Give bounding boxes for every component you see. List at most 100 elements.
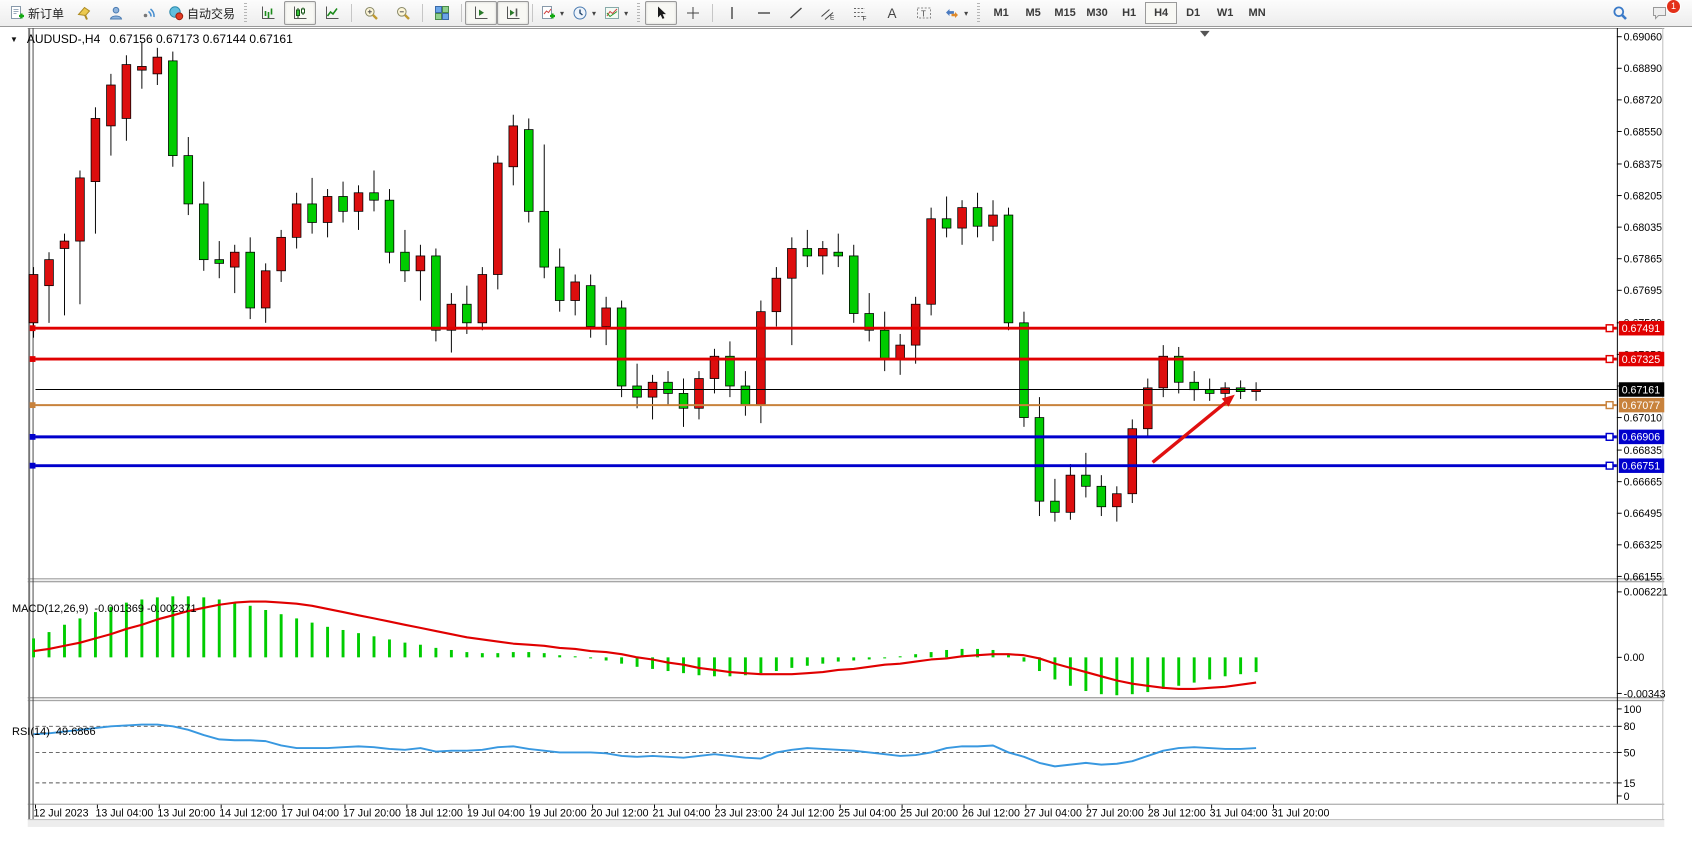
candlestick-chart-button[interactable]	[284, 1, 317, 25]
svg-text:E: E	[830, 15, 835, 22]
candle	[400, 251, 410, 272]
price-label-box	[1618, 458, 1665, 473]
zoom-out-button[interactable]	[387, 1, 419, 25]
toolbar-separator	[712, 4, 714, 22]
toolbar-drag-handle	[244, 3, 248, 23]
candle	[44, 259, 54, 287]
vertical-line-button[interactable]	[716, 1, 748, 25]
macd-bar	[1223, 657, 1227, 677]
candle	[818, 248, 828, 257]
macd-bar	[651, 657, 655, 669]
line-anchor[interactable]	[29, 433, 36, 440]
line-anchor[interactable]	[29, 325, 36, 332]
macd-bar	[326, 626, 330, 658]
auto-scroll-button[interactable]	[465, 1, 498, 25]
zoom-in-button[interactable]	[355, 1, 387, 25]
toolbar: 新订单 自动交易 ▾ ▾ ▾ E F A T ▾ M1 M5 M15 M30 H1 H4 D1 W1 MN 1	[0, 0, 1692, 27]
search-button[interactable]	[1604, 1, 1636, 25]
chart-menu-icon[interactable]: ▼	[10, 34, 18, 44]
candle	[338, 196, 348, 212]
macd-bar	[1177, 657, 1181, 686]
clock-icon	[573, 6, 587, 20]
tf-button-h4[interactable]: H4	[1145, 2, 1178, 24]
macd-bar	[403, 642, 407, 658]
svg-text:0.006221: 0.006221	[1624, 587, 1668, 599]
channel-button[interactable]: E	[812, 1, 844, 25]
macd-bar	[1161, 657, 1165, 689]
cursor-button[interactable]	[645, 1, 678, 25]
macd-bar	[32, 638, 35, 658]
macd-bar	[1068, 657, 1072, 686]
svg-text:0.66155: 0.66155	[1624, 571, 1662, 583]
chart-bars-icon	[262, 6, 275, 19]
time-axis[interactable]: 12 Jul 2023 13 Jul 04:00 13 Jul 20:00 14 Ju…	[34, 804, 1330, 820]
profile-button[interactable]	[100, 1, 132, 25]
trend-arrow-head[interactable]	[1221, 394, 1235, 407]
bar-chart-button[interactable]	[252, 1, 284, 25]
svg-text:0.67695: 0.67695	[1624, 285, 1662, 297]
tf-button-m15[interactable]: M15	[1054, 7, 1076, 19]
line-anchor[interactable]	[1605, 432, 1614, 441]
trendline-button[interactable]	[780, 1, 812, 25]
candle	[291, 203, 302, 238]
line-anchor[interactable]	[1605, 461, 1614, 470]
notifications-button[interactable]: 1	[1644, 0, 1681, 25]
signals-button[interactable]	[132, 1, 164, 25]
new-order-button[interactable]: 新订单	[5, 1, 68, 25]
line-chart-button[interactable]	[316, 1, 348, 25]
candle	[833, 251, 844, 257]
chart-canvas[interactable]: 0.69060 0.68890 0.68720 0.68550 0.68375 0.682…	[0, 28, 1692, 854]
tile-icon	[435, 6, 450, 20]
line-anchor[interactable]	[29, 356, 36, 362]
tf-button-m30[interactable]: M30	[1086, 7, 1108, 19]
price-label: 0.67325	[1622, 354, 1660, 366]
macd-bar	[186, 596, 190, 658]
chart-tool-button[interactable]	[68, 1, 100, 25]
candle	[446, 303, 457, 331]
trend-arrow[interactable]	[1151, 400, 1229, 464]
person-icon	[109, 6, 123, 20]
candle	[1143, 387, 1153, 430]
fibonacci-button[interactable]: F	[844, 1, 876, 25]
tile-windows-button[interactable]	[426, 1, 458, 25]
line-anchor[interactable]	[29, 402, 36, 409]
text-button[interactable]: A	[876, 1, 908, 25]
candle	[616, 307, 627, 387]
candle	[1220, 387, 1230, 394]
text-label-button[interactable]: T	[908, 1, 940, 25]
channel-icon: E	[821, 9, 835, 22]
tf-button-mn[interactable]: MN	[1248, 7, 1266, 19]
svg-text:13 Jul 04:00: 13 Jul 04:00	[95, 807, 153, 819]
indicators-button[interactable]: ▾	[536, 1, 568, 25]
chart-shift-button[interactable]	[497, 1, 530, 25]
macd-bar	[1254, 657, 1258, 673]
macd-bar	[480, 653, 484, 658]
macd-bar	[1053, 657, 1057, 680]
tf-button-m1[interactable]: M1	[993, 7, 1009, 19]
toolbar-drag-handle	[637, 3, 641, 23]
line-anchor[interactable]	[29, 462, 36, 469]
line-anchor[interactable]	[1605, 401, 1614, 410]
candle	[601, 307, 611, 327]
candle	[570, 281, 580, 301]
candle	[585, 285, 596, 327]
auto-trading-button[interactable]: 自动交易	[164, 1, 239, 25]
price-label: 0.66751	[1622, 461, 1660, 473]
templates-button[interactable]: ▾	[600, 1, 632, 25]
horizontal-line-button[interactable]	[748, 1, 780, 25]
arrows-button[interactable]: ▾	[940, 1, 972, 25]
svg-text:23 Jul 23:00: 23 Jul 23:00	[714, 807, 772, 819]
line-anchor[interactable]	[1605, 324, 1614, 333]
macd-bar	[140, 599, 144, 658]
candle	[678, 393, 689, 409]
line-anchor[interactable]	[1605, 354, 1614, 364]
shift-chart-icon	[507, 6, 520, 19]
chart-shift-marker[interactable]	[1200, 30, 1210, 37]
tf-button-w1[interactable]: W1	[1216, 7, 1234, 19]
tf-button-d1[interactable]: D1	[1186, 7, 1201, 19]
tf-button-h1[interactable]: H1	[1122, 7, 1137, 19]
periods-button[interactable]: ▾	[568, 1, 600, 25]
tf-button-m5[interactable]: M5	[1025, 7, 1041, 19]
crosshair-button[interactable]	[677, 1, 709, 25]
candle	[183, 155, 194, 205]
